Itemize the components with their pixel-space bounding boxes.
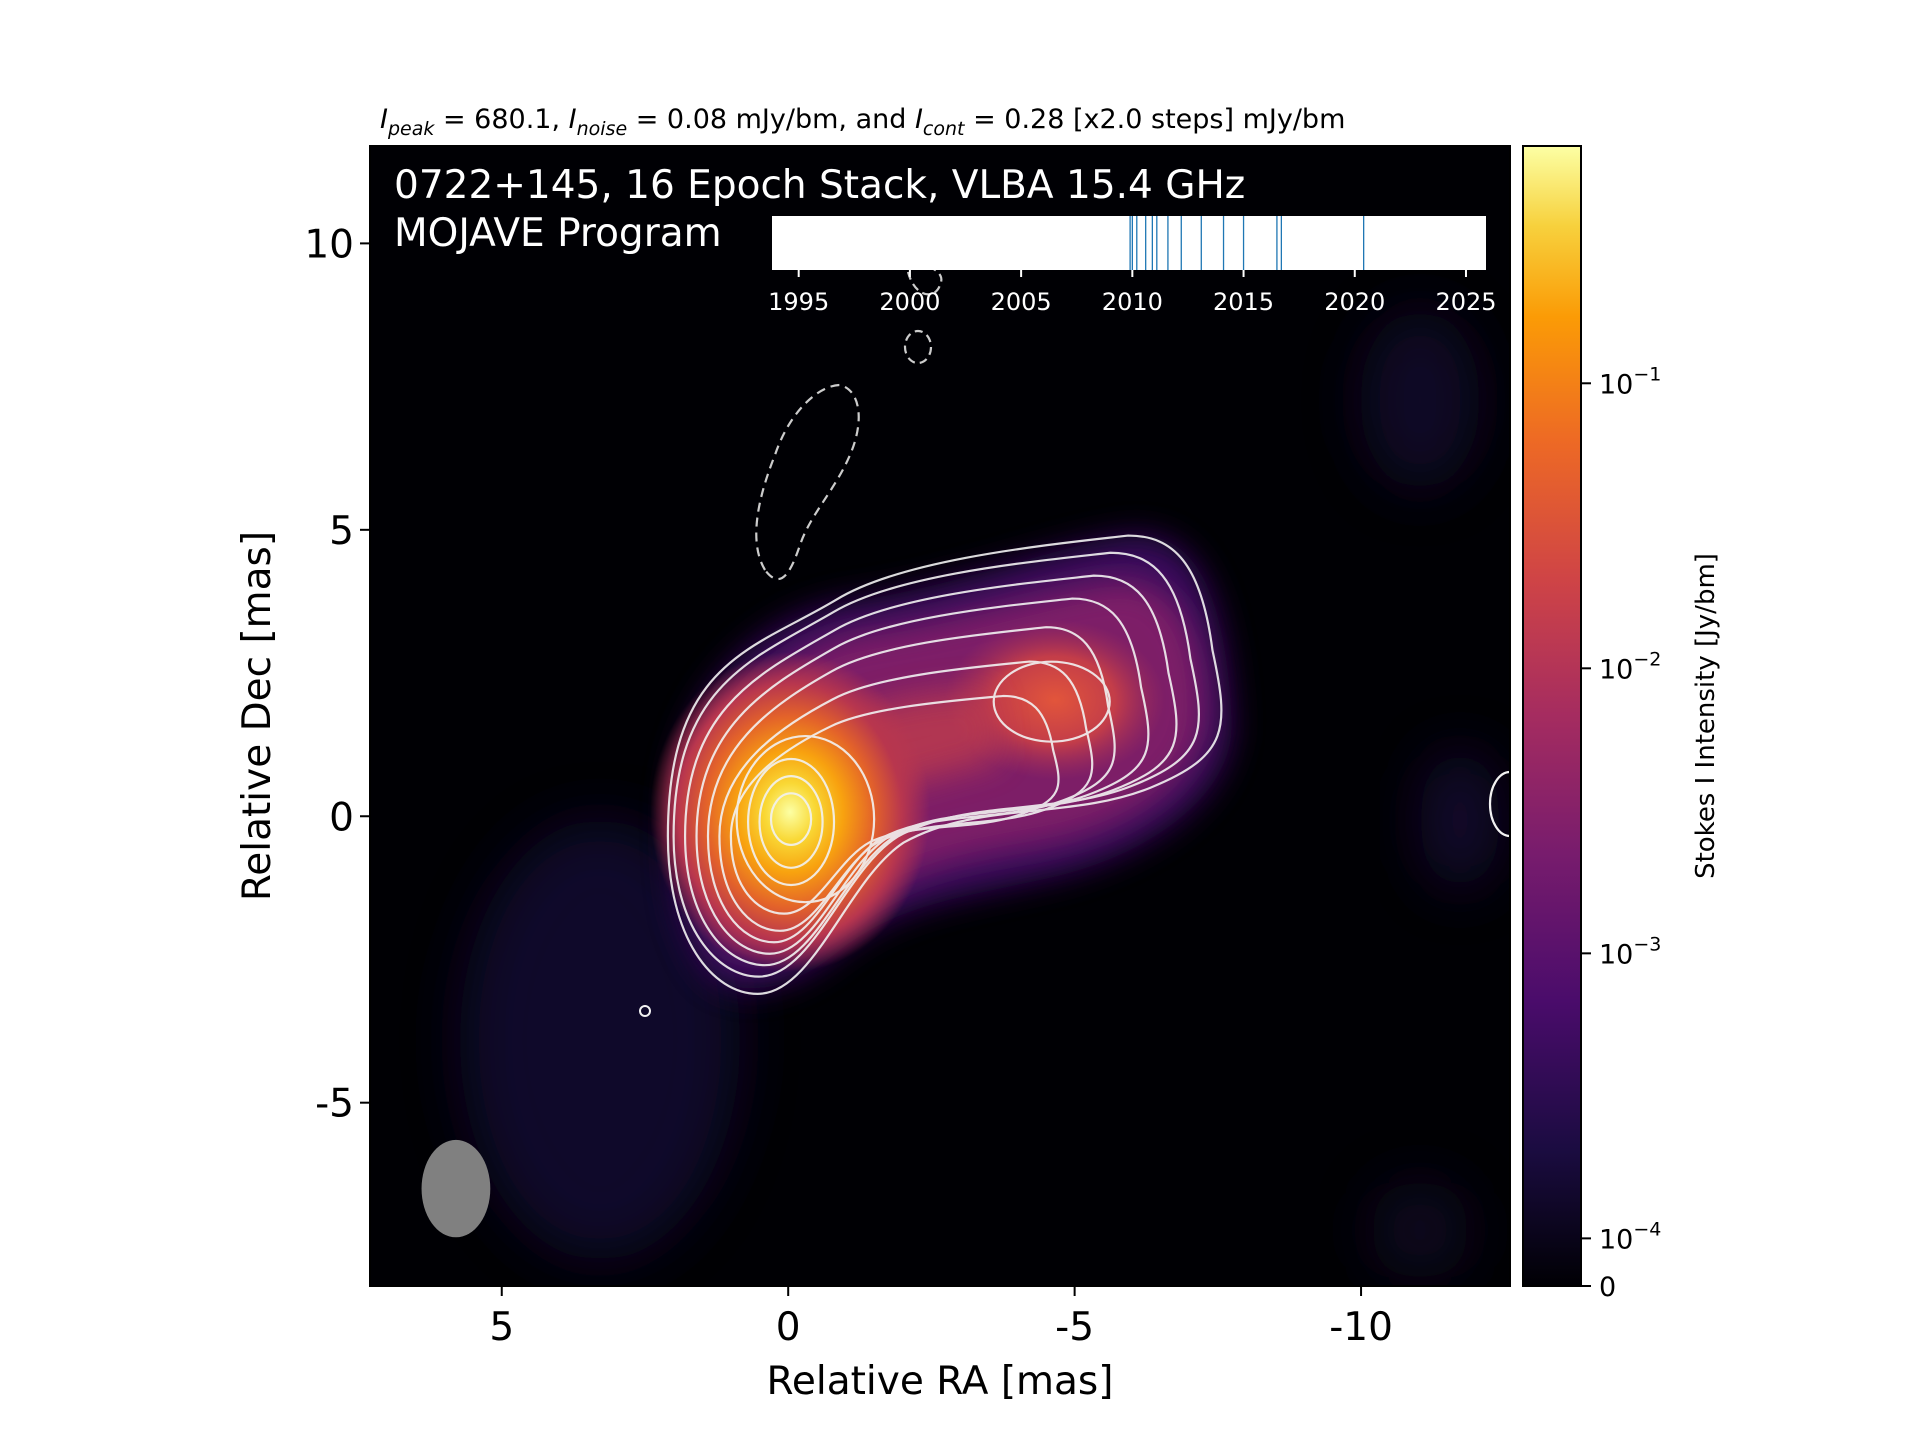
contour-set: [666, 534, 1223, 995]
image-panel: 0722+145, 16 Epoch Stack, VLBA 15.4 GHz …: [235, 145, 1511, 1404]
contour-level: [706, 626, 1116, 944]
colorbar-ticks: 10−1 10−2 10−3 10−4 0: [1581, 363, 1661, 1303]
contour-level: [683, 574, 1178, 967]
contour-level: [758, 775, 824, 869]
colorbar-label: Stokes I Intensity [Jy/bm]: [1691, 553, 1721, 879]
colorbar-tick-label: 10−3: [1599, 933, 1661, 970]
contour-level: [672, 551, 1200, 978]
epoch-markers: [1129, 216, 1365, 270]
diffuse-emission: [1360, 310, 1480, 490]
contour-level: [746, 757, 836, 887]
contour-edge: [1488, 770, 1510, 838]
contour-level: [729, 694, 1060, 915]
y-tick-label: -5: [315, 1082, 354, 1127]
plot-frame: [369, 145, 1511, 1287]
colorbar-tick-label: 0: [1599, 1272, 1616, 1303]
diffuse-emission: [460, 820, 740, 1260]
negative-contour: [755, 383, 860, 581]
contour-small: [639, 1005, 651, 1017]
y-tick-label: 5: [329, 509, 354, 554]
timeline-tick-label: 1995: [768, 288, 829, 316]
contour-level: [666, 534, 1223, 995]
negative-contour: [903, 329, 933, 365]
contour-level: [735, 735, 876, 904]
diffuse-emission: [1420, 750, 1500, 890]
contour-level: [718, 660, 1094, 932]
x-axis-label: Relative RA [mas]: [767, 1359, 1114, 1404]
timeline-box: [772, 216, 1486, 270]
timeline-tick-label: 2000: [879, 288, 940, 316]
contour-level: [769, 792, 813, 846]
x-tick-label: 5: [489, 1305, 514, 1350]
x-tick-label: -5: [1055, 1305, 1094, 1350]
timeline-tick-label: 2005: [991, 288, 1052, 316]
timeline-ticks: 1995 2000 2005 2010 2015 2020 2025: [768, 270, 1497, 316]
x-tick-label: 0: [776, 1305, 801, 1350]
colorbar-tick-label: 10−2: [1599, 648, 1661, 685]
y-axis: 10 5 0 -5: [304, 222, 370, 1127]
contour-knot: [992, 660, 1111, 743]
beam-ellipse: [421, 1139, 491, 1238]
x-tick-label: -10: [1329, 1305, 1393, 1350]
epoch-timeline: 1995 2000 2005 2010 2015 2020 2025: [768, 216, 1497, 316]
colorbar-tick-label: 10−4: [1599, 1218, 1661, 1255]
negative-contour: [906, 267, 943, 296]
stats-header: Ipeak = 680.1, Inoise = 0.08 mJy/bm, and…: [380, 104, 1345, 140]
colorbar: 10−1 10−2 10−3 10−4 0 Stokes I Intensity [Jy…: [1522, 145, 1721, 1303]
timeline-tick-label: 2010: [1102, 288, 1163, 316]
y-tick-label: 10: [304, 222, 354, 267]
colorbar-ramp: [1522, 145, 1582, 1287]
timeline-tick-label: 2020: [1324, 288, 1385, 316]
contour-level: [695, 597, 1150, 955]
colorbar-tick-label: 10−1: [1599, 363, 1661, 400]
timeline-tick-label: 2025: [1435, 288, 1496, 316]
diffuse-emission: [1370, 1180, 1470, 1280]
timeline-tick-label: 2015: [1213, 288, 1274, 316]
plot-title: 0722+145, 16 Epoch Stack, VLBA 15.4 GHz: [394, 163, 1245, 208]
plot-subtitle: MOJAVE Program: [394, 211, 722, 256]
y-axis-label: Relative Dec [mas]: [235, 531, 280, 901]
x-axis: 5 0 -5 -10: [489, 1286, 1393, 1350]
y-tick-label: 0: [329, 795, 354, 840]
